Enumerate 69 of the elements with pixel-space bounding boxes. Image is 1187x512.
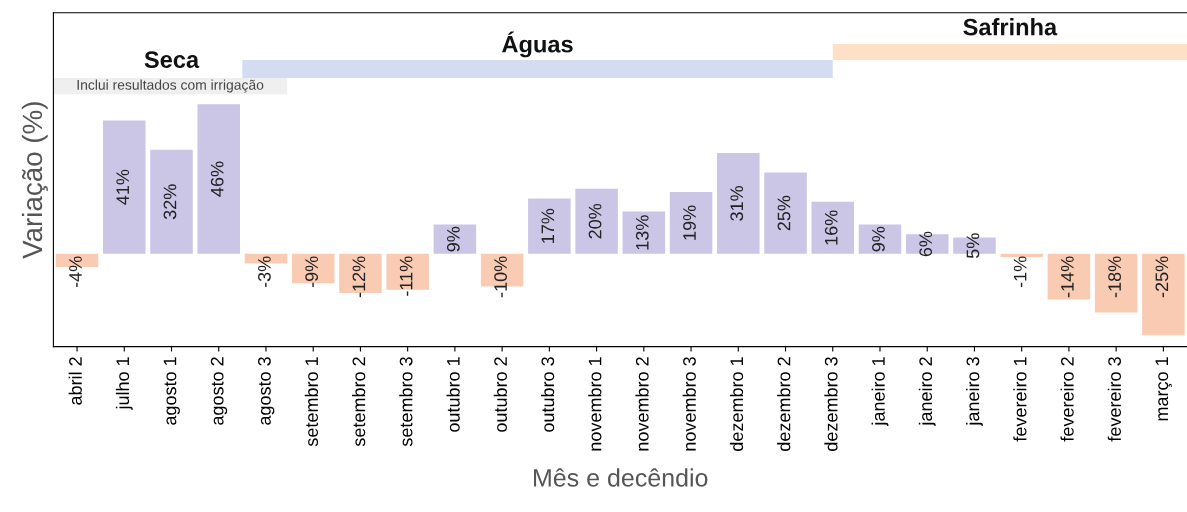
data-label: -10%	[494, 256, 507, 298]
data-label: -12%	[352, 256, 366, 298]
x-tick-label: novembro 2	[635, 357, 649, 451]
data-label: -1%	[1013, 256, 1027, 288]
bar	[669, 192, 713, 254]
bar	[1094, 253, 1138, 313]
text: Seca	[144, 51, 200, 68]
x-tick-label: agosto 1	[163, 357, 180, 425]
data-label: -3%	[258, 256, 271, 288]
text: Águas	[502, 31, 573, 58]
bar	[1047, 253, 1091, 300]
x-tick-label: setembro 3	[399, 357, 413, 447]
bar	[717, 152, 760, 254]
x-tick-label: fevereiro 1	[1013, 357, 1027, 442]
data-label: -4%	[69, 256, 82, 288]
x-tick-label: janeiro 3	[966, 357, 983, 427]
x-tick-label: janeiro 1	[871, 357, 889, 427]
data-label: 19%	[683, 205, 696, 240]
data-label: 46%	[210, 161, 224, 197]
data-label: 16%	[824, 210, 838, 245]
bar	[575, 188, 618, 254]
x-tick-label: dezembro 1	[729, 357, 744, 451]
x-tick-label: dezembro 2	[777, 357, 791, 451]
data-label: 25%	[777, 195, 791, 231]
x-tick-label: agosto 2	[210, 357, 228, 425]
data-label: -14%	[1061, 256, 1074, 298]
bar	[150, 149, 193, 254]
data-label: 13%	[635, 215, 649, 250]
data-label: 5%	[966, 233, 980, 259]
x-tick-label: novembro 3	[682, 357, 696, 451]
text: Inclui resultados com irrigação	[77, 79, 264, 93]
x-tick-label: outubro 2	[493, 357, 507, 432]
x-axis-title: Mês e decêndio	[534, 468, 708, 487]
bar	[197, 104, 240, 254]
bar	[1000, 253, 1043, 258]
x-tick-label: fevereiro 2	[1060, 357, 1074, 442]
x-tick-label: dezembro 3	[824, 357, 838, 451]
x-tick-label: julho 1	[115, 357, 133, 410]
x-tick-label: janeiro 2	[918, 357, 936, 427]
data-label: 9%	[872, 226, 885, 252]
data-label: 9%	[446, 226, 460, 252]
data-label: 31%	[730, 185, 744, 221]
bar	[764, 172, 807, 254]
data-label: 32%	[163, 184, 177, 220]
x-tick-label: abril 2	[68, 357, 82, 405]
y-axis-title: Variação (%)	[21, 102, 48, 259]
x-tick-label: outubro 3	[540, 357, 555, 432]
data-label: 20%	[588, 203, 602, 239]
data-label: 41%	[116, 169, 130, 205]
data-label: -18%	[1108, 256, 1121, 298]
x-tick-label: fevereiro 3	[1107, 357, 1121, 442]
x-tick-label: setembro 2	[352, 357, 366, 447]
x-tick-label: novembro 1	[588, 357, 602, 451]
x-tick-label: setembro 1	[304, 357, 319, 447]
bar	[103, 120, 146, 254]
bar	[528, 198, 571, 254]
data-label: -25%	[1155, 256, 1169, 298]
bar	[1142, 253, 1185, 336]
data-label: -11%	[399, 256, 413, 296]
x-tick-label: outubro 1	[446, 357, 460, 432]
bar	[433, 224, 477, 254]
x-tick-label: março 1	[1155, 357, 1172, 421]
text: Safrinha	[963, 18, 1058, 36]
data-label: 6%	[919, 231, 933, 257]
x-tick-label: agosto 3	[258, 357, 275, 425]
data-label: 17%	[541, 208, 555, 243]
bar	[622, 211, 666, 254]
data-label: -9%	[305, 256, 319, 288]
bar	[811, 201, 855, 254]
